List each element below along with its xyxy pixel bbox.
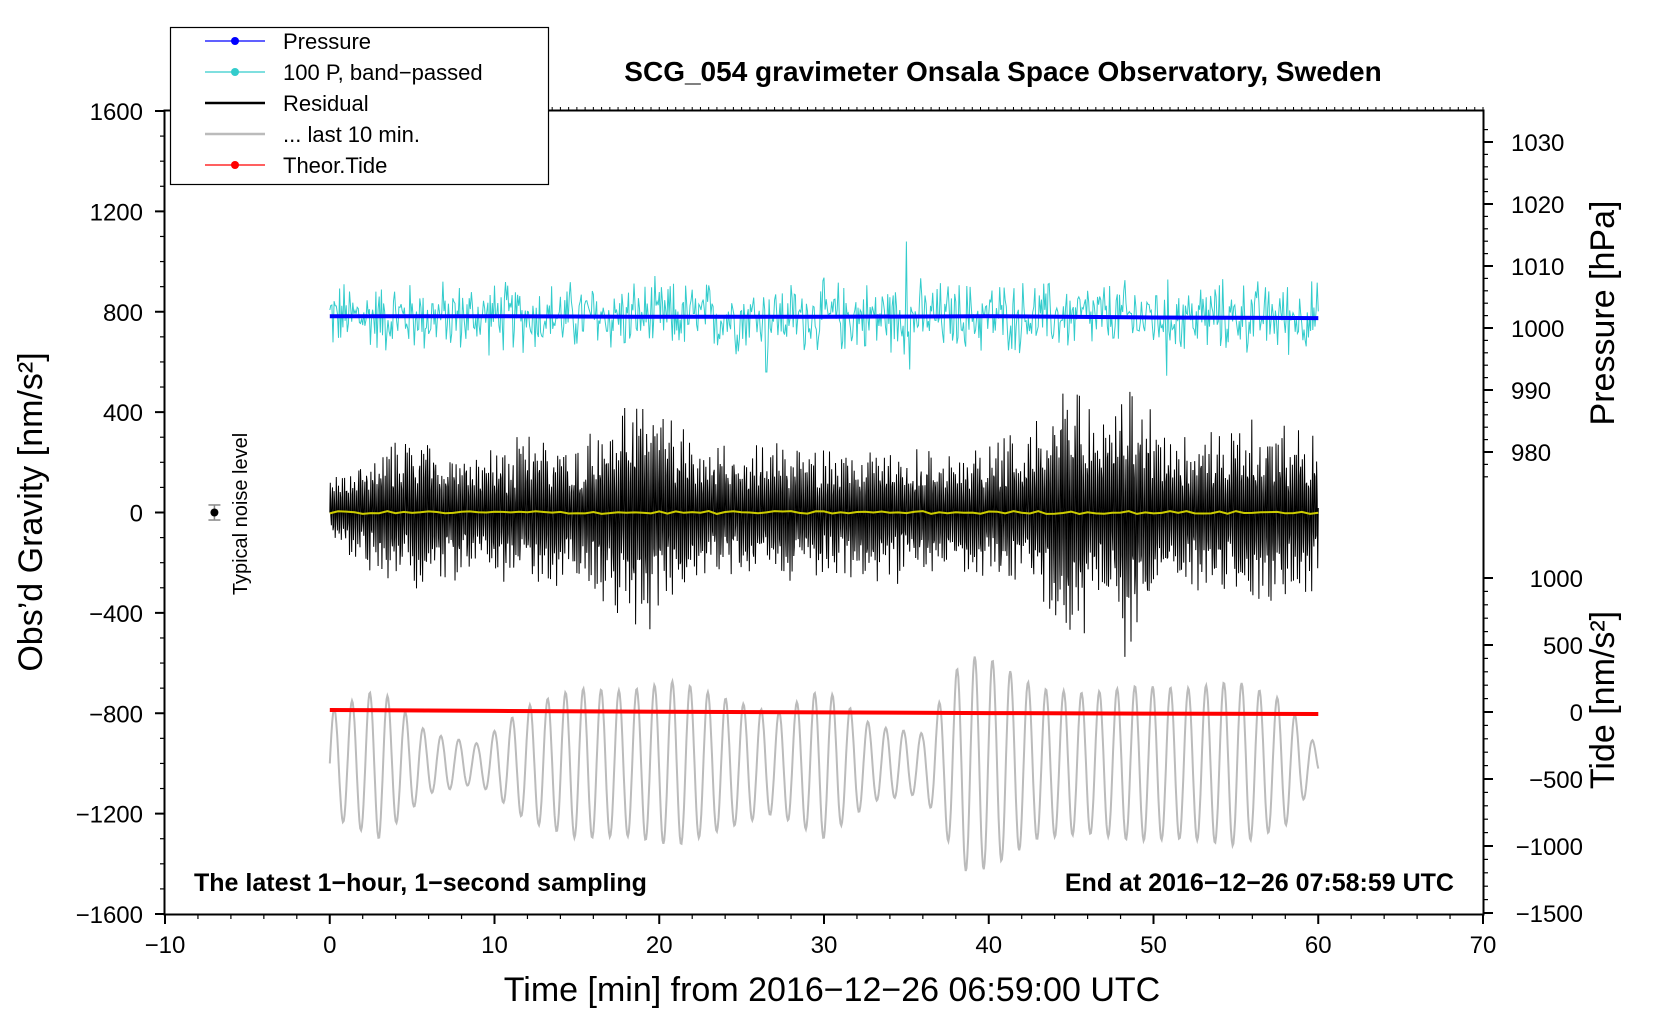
x-tick-label: 40: [975, 932, 1002, 959]
pressure-tick-label: 1030: [1511, 130, 1564, 157]
legend-label: 100 P, band−passed: [283, 60, 483, 85]
x-axis-labels: −10 0 10 20 30 40 50 60 70: [145, 932, 1497, 959]
legend-box: [169, 26, 550, 186]
legend-label: Residual: [283, 91, 369, 116]
legend: Pressure 100 P, band−passed Residual ... la…: [169, 26, 550, 186]
y-tick-label: 400: [103, 400, 143, 427]
series-layer: [208, 241, 1320, 872]
x-tick-label: 50: [1140, 932, 1167, 959]
tide-tick-label: 1000: [1530, 566, 1583, 593]
legend-label: ... last 10 min.: [283, 122, 420, 147]
tide-axis-title: Tide [nm/s²]: [1584, 611, 1622, 789]
series-residual: [329, 391, 1319, 657]
end-time-note: End at 2016−12−26 07:58:59 UTC: [1065, 869, 1454, 897]
legend-label: Pressure: [283, 29, 371, 54]
pressure-tick-label: 1020: [1511, 192, 1564, 219]
x-tick-label: 60: [1305, 932, 1332, 959]
chart-title: SCG_054 gravimeter Onsala Space Observat…: [624, 56, 1381, 87]
tide-axis-labels: −1500 −1000 −500 0 500 1000: [1516, 566, 1583, 928]
tide-tick-label: 500: [1543, 633, 1583, 660]
pressure-axis-title: Pressure [hPa]: [1584, 201, 1622, 426]
y-tick-label: 800: [103, 300, 143, 327]
sampling-note: The latest 1−hour, 1−second sampling: [194, 869, 647, 897]
pressure-tick-label: 980: [1511, 440, 1551, 467]
y-tick-label: −400: [89, 601, 143, 628]
pressure-tick-label: 990: [1511, 378, 1551, 405]
series-residual-smoothed: [329, 509, 1319, 516]
tide-tick-label: −1500: [1516, 901, 1583, 928]
x-tick-label: 0: [323, 932, 336, 959]
y-tick-label: 1600: [90, 99, 143, 126]
x-tick-label: 70: [1470, 932, 1497, 959]
legend-marker: [231, 37, 239, 45]
y-axis-labels: −1600 −1200 −800 −400 0 400 800 1200 1600: [76, 99, 143, 929]
tide-tick-label: −500: [1529, 767, 1583, 794]
y-tick-label: 1200: [90, 199, 143, 226]
y-tick-label: −1600: [76, 902, 143, 929]
legend-marker: [231, 161, 239, 169]
y-axis-title-left: Obs’d Gravity [nm/s²]: [12, 352, 50, 671]
x-tick-label: 20: [646, 932, 673, 959]
y-tick-label: −1200: [76, 802, 143, 829]
x-tick-label: 10: [481, 932, 508, 959]
x-tick-label: 30: [811, 932, 838, 959]
pressure-axis-labels: 980 990 1000 1010 1020 1030: [1511, 130, 1564, 467]
noise-marker: [210, 508, 219, 517]
pressure-tick-label: 1010: [1511, 254, 1564, 281]
x-axis-title: Time [min] from 2016−12−26 06:59:00 UTC: [504, 971, 1160, 1009]
noise-level-label: Typical noise level: [230, 433, 252, 595]
pressure-tick-label: 1000: [1511, 316, 1564, 343]
y-tick-label: 0: [130, 501, 143, 528]
series-theoretical-tide: [329, 708, 1319, 716]
series-band-passed-pressure: [329, 241, 1319, 376]
legend-label: Theor.Tide: [283, 153, 387, 178]
tide-tick-label: 0: [1570, 700, 1583, 727]
y-tick-label: −800: [89, 701, 143, 728]
tide-tick-label: −1000: [1516, 834, 1583, 861]
series-pressure: [329, 314, 1319, 321]
x-tick-label: −10: [145, 932, 186, 959]
series-last-10-min: [328, 656, 1320, 872]
legend-marker: [231, 68, 239, 76]
axis-ticks: [155, 107, 1493, 924]
